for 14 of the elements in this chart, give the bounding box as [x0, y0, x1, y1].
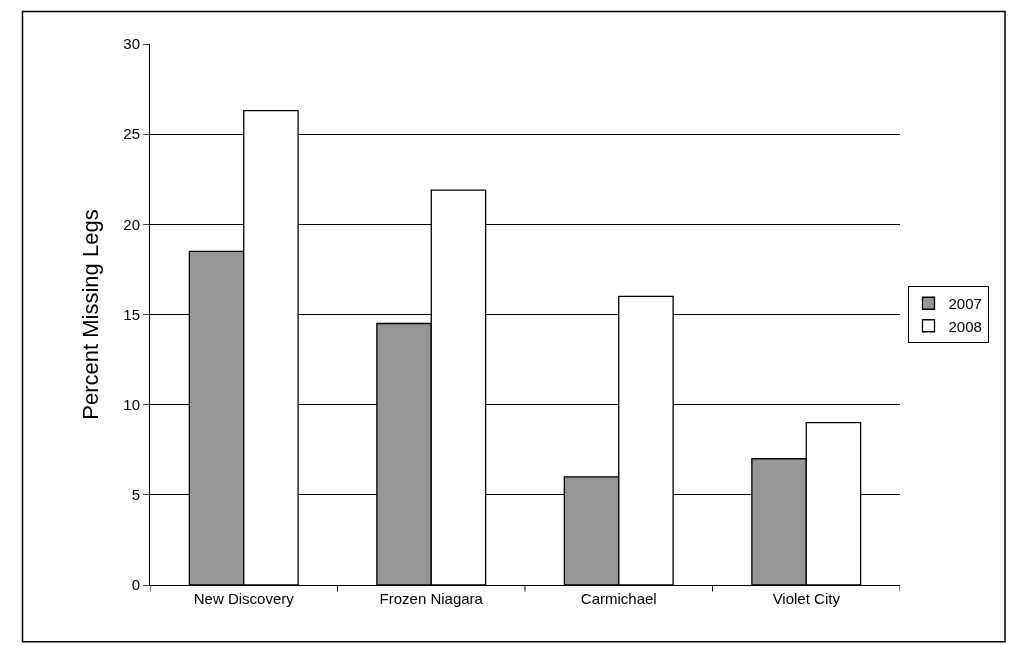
- y-tick-label: 10: [123, 395, 140, 413]
- y-axis-title: Percent Missing Legs: [78, 209, 104, 420]
- x-tick-label: Frozen Niagara: [379, 590, 484, 607]
- y-tick-label: 30: [123, 35, 140, 53]
- y-tick-label: 5: [131, 486, 140, 504]
- y-tick-label: 20: [123, 215, 140, 233]
- y-tick-label: 25: [123, 125, 140, 143]
- y-tick-label: 0: [131, 576, 140, 594]
- x-tick-label: Violet City: [772, 590, 841, 607]
- y-tick-label: 15: [123, 305, 140, 323]
- legend-label: 2008: [948, 317, 982, 335]
- x-tick-label: New Discovery: [193, 590, 295, 607]
- legend-label: 2007: [948, 295, 982, 313]
- x-tick-label: Carmichael: [580, 590, 657, 607]
